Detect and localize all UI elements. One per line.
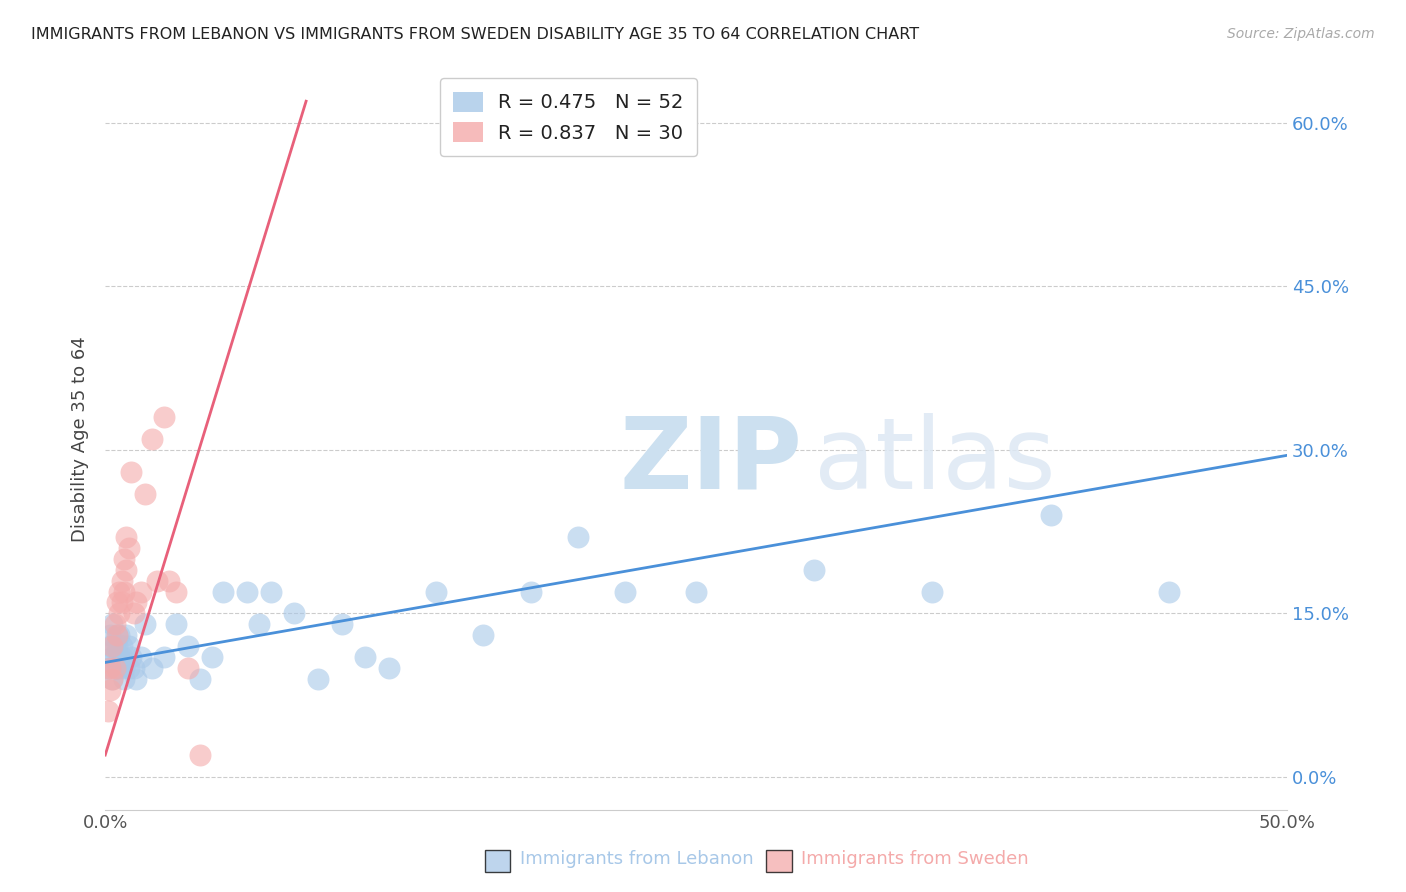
Point bbox=[122, 661, 145, 675]
Point bbox=[105, 639, 128, 653]
Point bbox=[98, 639, 121, 653]
Point bbox=[98, 661, 121, 675]
Point bbox=[378, 661, 401, 675]
Point bbox=[803, 563, 825, 577]
Y-axis label: Disability Age 35 to 64: Disability Age 35 to 64 bbox=[72, 336, 89, 542]
Point bbox=[104, 661, 127, 675]
Point bbox=[115, 530, 138, 544]
Point bbox=[108, 584, 131, 599]
Point bbox=[472, 628, 495, 642]
Point bbox=[519, 584, 541, 599]
Point bbox=[98, 682, 121, 697]
Point bbox=[112, 552, 135, 566]
Point bbox=[247, 617, 270, 632]
Point bbox=[112, 584, 135, 599]
Point bbox=[129, 650, 152, 665]
Point bbox=[425, 584, 447, 599]
Point bbox=[111, 574, 134, 588]
Text: Immigrants from Sweden: Immigrants from Sweden bbox=[801, 850, 1029, 868]
Legend: R = 0.475   N = 52, R = 0.837   N = 30: R = 0.475 N = 52, R = 0.837 N = 30 bbox=[440, 78, 697, 156]
Point bbox=[354, 650, 377, 665]
Point bbox=[120, 465, 142, 479]
Point bbox=[1157, 584, 1180, 599]
Point bbox=[153, 650, 176, 665]
Point bbox=[614, 584, 637, 599]
Point bbox=[111, 650, 134, 665]
Point bbox=[108, 607, 131, 621]
Point bbox=[200, 650, 222, 665]
Point bbox=[97, 705, 120, 719]
Point bbox=[105, 661, 128, 675]
Point bbox=[101, 672, 124, 686]
Point bbox=[111, 639, 134, 653]
Point bbox=[685, 584, 707, 599]
Point bbox=[129, 584, 152, 599]
Point bbox=[101, 617, 124, 632]
Point bbox=[111, 595, 134, 609]
Point bbox=[118, 541, 141, 555]
Point bbox=[283, 607, 305, 621]
Point bbox=[177, 661, 200, 675]
Point bbox=[104, 639, 127, 653]
Point bbox=[141, 432, 163, 446]
Point bbox=[104, 661, 127, 675]
Point bbox=[1039, 508, 1062, 523]
Point bbox=[101, 672, 124, 686]
Point bbox=[165, 584, 187, 599]
Point bbox=[188, 747, 211, 762]
Point bbox=[101, 639, 124, 653]
Point bbox=[98, 628, 121, 642]
Point bbox=[104, 617, 127, 632]
Point bbox=[115, 563, 138, 577]
Point bbox=[104, 650, 127, 665]
Point bbox=[101, 650, 124, 665]
Point bbox=[108, 661, 131, 675]
Point bbox=[112, 661, 135, 675]
Point bbox=[134, 486, 156, 500]
Point bbox=[108, 650, 131, 665]
Point bbox=[177, 639, 200, 653]
Point bbox=[330, 617, 353, 632]
Point bbox=[134, 617, 156, 632]
Text: IMMIGRANTS FROM LEBANON VS IMMIGRANTS FROM SWEDEN DISABILITY AGE 35 TO 64 CORREL: IMMIGRANTS FROM LEBANON VS IMMIGRANTS FR… bbox=[31, 27, 920, 42]
Point bbox=[307, 672, 329, 686]
Point bbox=[118, 639, 141, 653]
Point bbox=[146, 574, 169, 588]
Point bbox=[188, 672, 211, 686]
Point bbox=[165, 617, 187, 632]
Point bbox=[567, 530, 589, 544]
Point bbox=[125, 595, 148, 609]
Point bbox=[236, 584, 259, 599]
Point bbox=[153, 410, 176, 425]
Text: Immigrants from Lebanon: Immigrants from Lebanon bbox=[520, 850, 754, 868]
Point bbox=[105, 628, 128, 642]
Point bbox=[122, 607, 145, 621]
Point bbox=[259, 584, 281, 599]
Point bbox=[157, 574, 180, 588]
Point bbox=[141, 661, 163, 675]
Text: Source: ZipAtlas.com: Source: ZipAtlas.com bbox=[1227, 27, 1375, 41]
Point bbox=[108, 628, 131, 642]
Text: ZIP: ZIP bbox=[619, 413, 801, 509]
Point bbox=[112, 672, 135, 686]
Point bbox=[105, 628, 128, 642]
Point bbox=[118, 661, 141, 675]
Point bbox=[97, 661, 120, 675]
Point bbox=[105, 595, 128, 609]
Point bbox=[115, 628, 138, 642]
Point bbox=[921, 584, 943, 599]
Text: atlas: atlas bbox=[814, 413, 1056, 509]
Point bbox=[212, 584, 235, 599]
Point bbox=[120, 650, 142, 665]
Point bbox=[125, 672, 148, 686]
